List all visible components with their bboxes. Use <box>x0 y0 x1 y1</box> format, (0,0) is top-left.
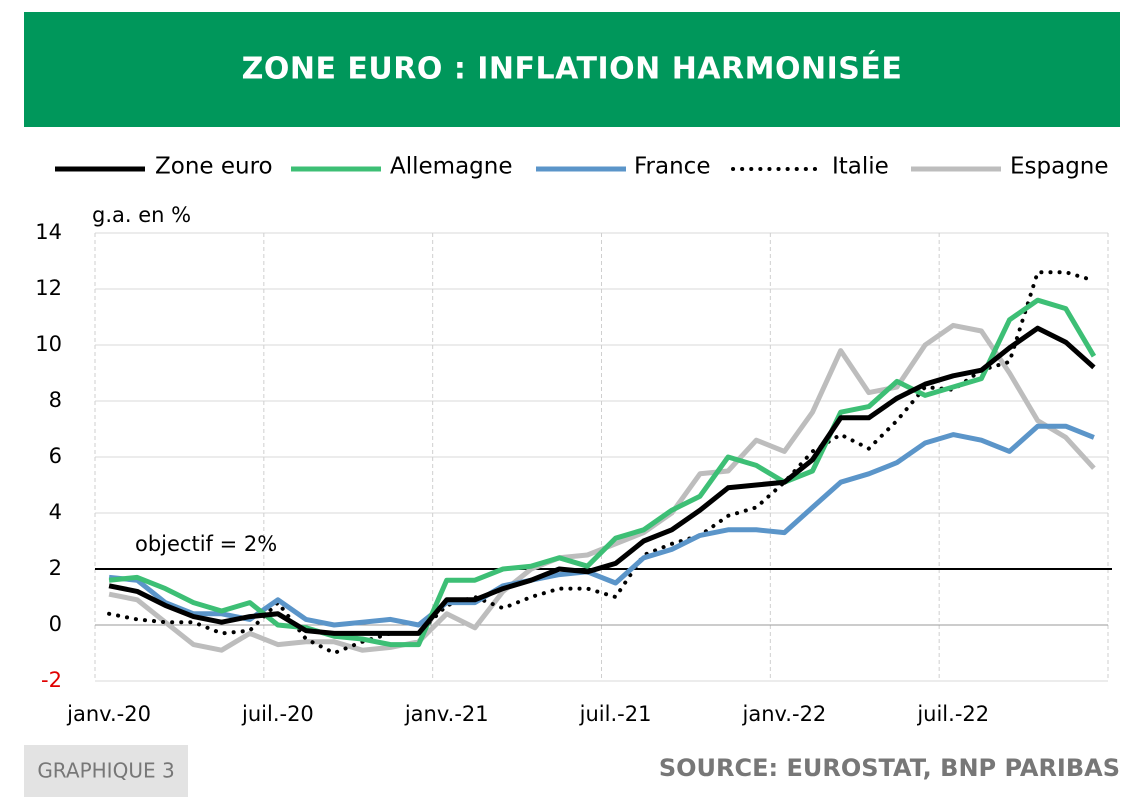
y-tick-label: -2 <box>41 668 62 692</box>
y-tick-label: 14 <box>35 220 62 244</box>
figure-label-box <box>24 745 188 797</box>
y-tick-label: 8 <box>49 388 62 412</box>
header <box>24 12 1120 127</box>
y-tick-label: 12 <box>35 276 62 300</box>
legend-label: Zone euro <box>155 154 273 180</box>
y-tick-label: 0 <box>49 612 62 636</box>
y-tick-label: 10 <box>35 332 62 356</box>
x-tick-label: juil.-22 <box>916 702 989 726</box>
reference-label: objectif = 2% <box>135 532 277 556</box>
source: SOURCE: EUROSTAT, BNP PARIBAS <box>659 754 1120 782</box>
series-line <box>108 423 1095 628</box>
figure-label: GRAPHIQUE 3 <box>37 759 174 783</box>
y-tick-label: 2 <box>49 556 62 580</box>
series-line <box>108 325 1096 636</box>
x-tick-label: janv.-21 <box>404 702 489 726</box>
legend-label: Italie <box>832 154 889 180</box>
legend-label: Espagne <box>1010 154 1109 180</box>
x-tick-label: janv.-20 <box>66 702 151 726</box>
chart-title: ZONE EURO : INFLATION HARMONISÉE <box>242 51 903 87</box>
y-tick-label: 4 <box>49 500 62 524</box>
legend-label: Allemagne <box>390 154 513 180</box>
x-tick-label: janv.-22 <box>742 702 827 726</box>
legend-label: France <box>634 154 710 180</box>
y-axis-label: g.a. en % <box>92 203 191 227</box>
series-line <box>108 297 1097 648</box>
x-tick-label: juil.-21 <box>579 702 652 726</box>
y-tick-label: 6 <box>49 444 62 468</box>
x-tick-label: juil.-20 <box>241 702 314 726</box>
